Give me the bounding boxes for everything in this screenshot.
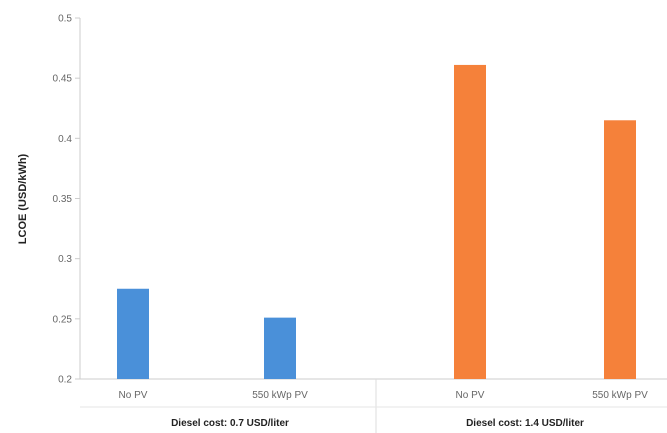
x-category-label: No PV	[456, 390, 485, 401]
bar	[454, 64, 486, 380]
bar	[604, 120, 636, 380]
x-group-label: Diesel cost: 0.7 USD/liter	[171, 418, 289, 429]
y-tick-label: 0.5	[58, 14, 72, 25]
y-tick-label: 0.3	[58, 254, 72, 265]
y-tick-label: 0.4	[58, 134, 72, 145]
y-tick-label: 0.35	[53, 194, 73, 205]
x-group-label: Diesel cost: 1.4 USD/liter	[466, 418, 584, 429]
y-axis-title: LCOE (USD/kWh)	[17, 153, 29, 244]
chart-bars	[117, 64, 636, 380]
y-tick-label: 0.2	[58, 375, 72, 386]
y-tick-label: 0.45	[53, 74, 73, 85]
chart-labels: 0.2 0.25 0.3 0.35 0.4 0.45 0.5 No PV 550 kWp PV D…	[53, 14, 649, 430]
x-category-label: 550 kWp PV	[252, 390, 308, 401]
x-category-label: No PV	[119, 390, 148, 401]
y-tick-label: 0.25	[53, 314, 73, 325]
x-category-label: 550 kWp PV	[592, 390, 648, 401]
chart-axes	[75, 17, 667, 433]
bar	[117, 288, 149, 379]
bar	[264, 317, 296, 379]
